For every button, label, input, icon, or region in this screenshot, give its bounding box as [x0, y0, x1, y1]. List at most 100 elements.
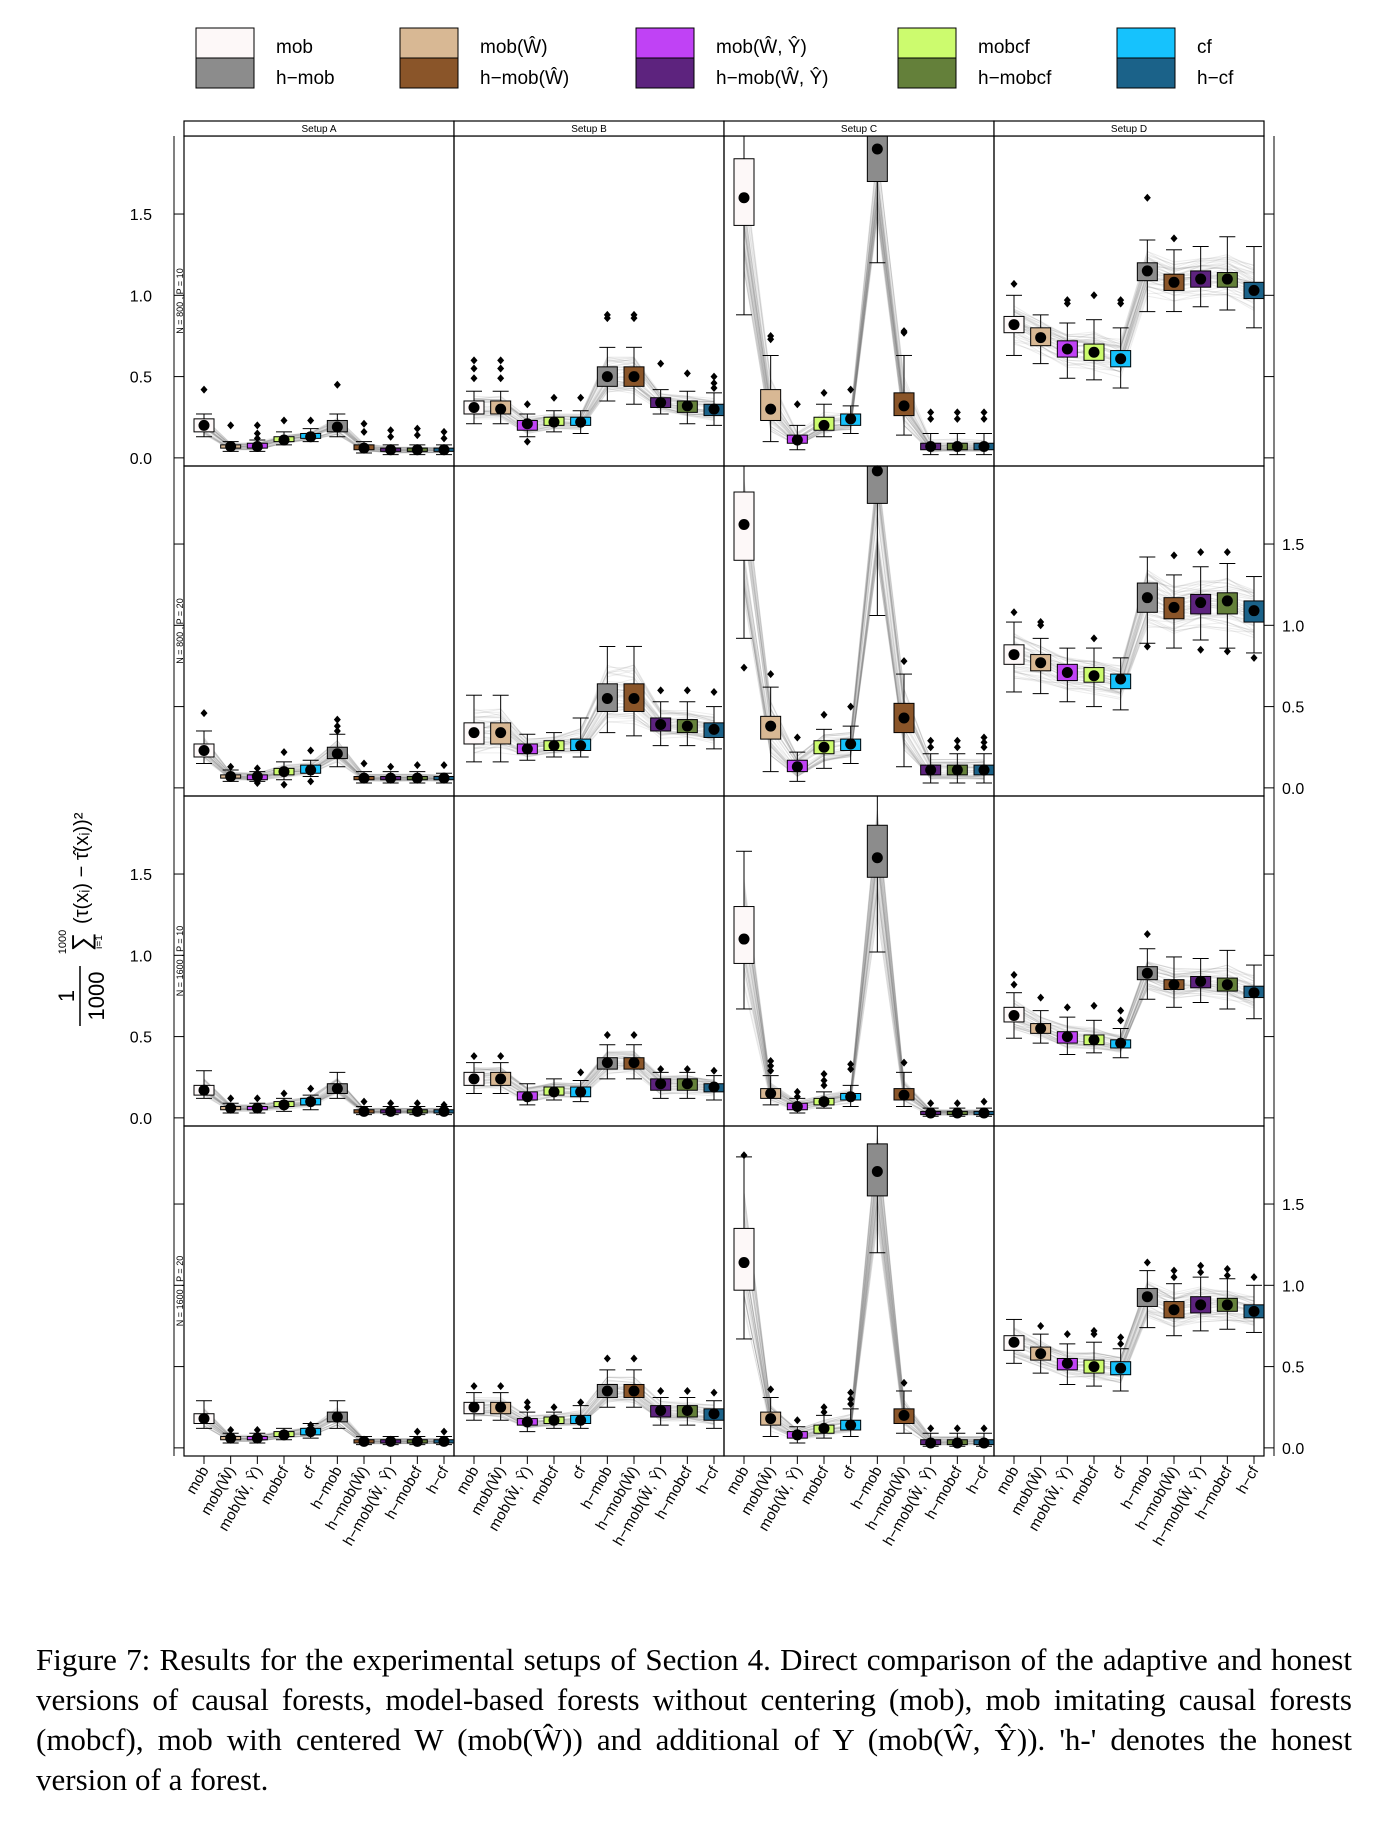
- median-dot: [521, 743, 533, 755]
- trajectory-line: [203, 423, 445, 451]
- trajectory-lines: [203, 1077, 445, 1115]
- trajectory-line: [203, 1414, 445, 1443]
- trajectory-line: [1013, 979, 1255, 1046]
- trajectory-line: [1013, 262, 1255, 348]
- trajectory-line: [743, 188, 985, 449]
- median-dot: [791, 434, 803, 446]
- box-2: [490, 1052, 512, 1094]
- trajectory-line: [203, 430, 445, 454]
- trajectory-line: [743, 212, 985, 451]
- trajectory-line: [743, 535, 985, 774]
- box-6: [866, 796, 888, 953]
- median-dot: [818, 741, 830, 753]
- box-4: [543, 1078, 565, 1101]
- trajectory-line: [473, 1053, 715, 1091]
- box-10: [973, 733, 995, 784]
- outlier-point: [980, 733, 988, 742]
- trajectory-line: [743, 174, 985, 446]
- trajectory-line: [1013, 970, 1255, 1040]
- trajectory-line: [473, 1054, 715, 1093]
- box-7: [893, 657, 915, 768]
- trajectory-line: [1013, 1310, 1255, 1384]
- trajectory-line: [1013, 1291, 1255, 1362]
- outlier-point: [603, 1030, 611, 1039]
- trajectory-line: [743, 902, 985, 1116]
- trajectory-line: [203, 1418, 445, 1444]
- outlier-point: [523, 1398, 531, 1407]
- trajectory-line: [743, 1171, 985, 1442]
- trajectory-line: [203, 1422, 445, 1445]
- trajectory-line: [1013, 962, 1255, 1038]
- trajectory-line: [473, 376, 715, 426]
- outlier-point: [847, 1060, 855, 1069]
- outlier-point: [1143, 930, 1151, 939]
- median-dot: [438, 444, 450, 456]
- trajectory-line: [1013, 585, 1255, 679]
- outlier-point: [847, 1399, 855, 1408]
- trajectory-line: [473, 712, 715, 756]
- median-dot: [575, 416, 587, 428]
- trajectory-line: [1013, 573, 1255, 673]
- median-dot: [898, 712, 910, 724]
- median-dot: [305, 764, 317, 776]
- trajectory-line: [473, 387, 715, 433]
- column-strip-label: Setup D: [1111, 124, 1147, 135]
- trajectory-line: [1013, 569, 1255, 671]
- box-3: [1056, 647, 1078, 703]
- trajectory-line: [203, 1424, 445, 1445]
- outlier-point: [253, 1094, 261, 1103]
- trajectory-line: [473, 694, 715, 749]
- box-5: [300, 1084, 322, 1111]
- box-5: [840, 702, 862, 764]
- trajectory-line: [743, 185, 985, 449]
- trajectory-line: [473, 705, 715, 757]
- box-10: [1243, 576, 1265, 662]
- median-dot: [438, 1435, 450, 1447]
- median-dot: [251, 440, 263, 452]
- trajectory-line: [473, 687, 715, 746]
- box-10: [1243, 964, 1265, 1020]
- trajectory-line: [743, 465, 984, 761]
- trajectory-line: [743, 837, 985, 1113]
- trajectory-line: [1013, 264, 1255, 360]
- trajectory-line: [743, 1140, 985, 1439]
- trajectory-line: [203, 430, 444, 453]
- trajectory-line: [1013, 273, 1255, 353]
- trajectory-line: [743, 1160, 985, 1441]
- median-dot: [358, 442, 370, 454]
- trajectory-line: [473, 1064, 715, 1100]
- trajectory-line: [473, 388, 715, 433]
- box-5: [570, 1068, 592, 1103]
- trajectory-line: [1013, 265, 1255, 353]
- box-2: [490, 1382, 512, 1421]
- median-dot: [845, 1419, 857, 1431]
- box-3: [516, 400, 538, 446]
- box-3: [1056, 296, 1078, 379]
- trajectory-line: [473, 356, 715, 418]
- trajectory-line: [1013, 1287, 1255, 1358]
- trajectory-line: [203, 1088, 445, 1113]
- box-5: [840, 1388, 862, 1437]
- trajectory-line: [473, 1395, 715, 1427]
- trajectory-line: [1013, 1294, 1255, 1373]
- trajectory-line: [473, 1399, 715, 1428]
- box-2: [220, 1094, 242, 1114]
- trajectory-line: [473, 1056, 715, 1090]
- trajectory-line: [1013, 264, 1255, 356]
- median-dot: [438, 772, 450, 784]
- legend-swatch-adaptive: [635, 27, 695, 59]
- trajectory-line: [473, 713, 715, 753]
- trajectory-line: [743, 470, 985, 763]
- legend-entry-3: mob(Ŵ, Ŷ) h−mob(Ŵ, Ŷ): [635, 27, 828, 89]
- trajectory-line: [1013, 979, 1255, 1048]
- trajectory-line: [473, 664, 715, 740]
- trajectory-line: [743, 1160, 985, 1440]
- trajectory-line: [473, 383, 715, 431]
- trajectory-line: [1013, 264, 1255, 348]
- trajectory-line: [473, 1390, 715, 1424]
- trajectory-line: [743, 813, 985, 1112]
- trajectory-line: [473, 691, 715, 746]
- trajectory-line: [203, 1083, 445, 1112]
- outlier-point: [387, 1099, 395, 1108]
- outlier-point: [820, 1069, 828, 1078]
